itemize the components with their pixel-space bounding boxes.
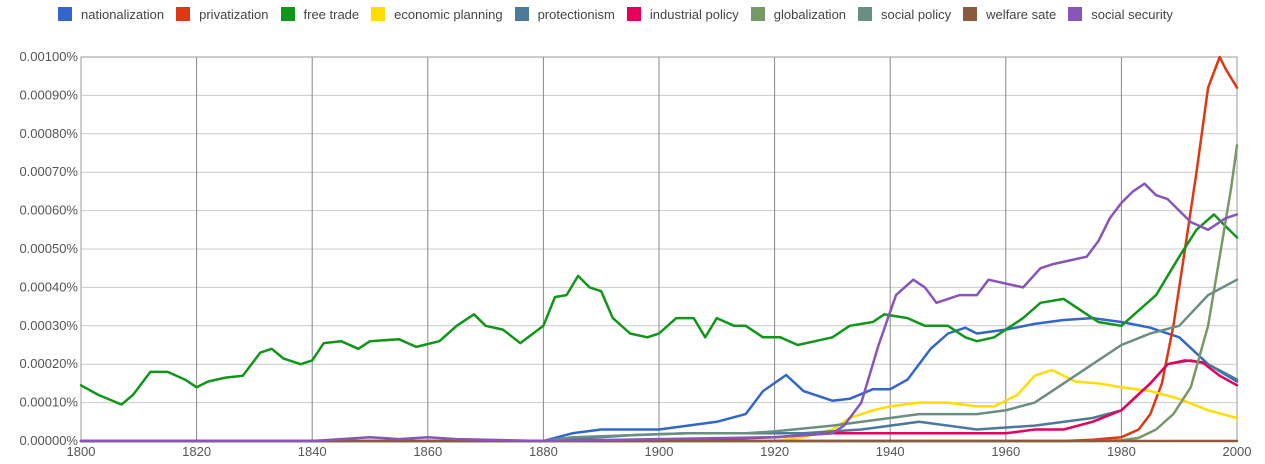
legend-swatch (514, 7, 529, 21)
legend-item: social policy (858, 4, 951, 24)
legend-item: protectionism (514, 4, 615, 24)
legend-swatch (858, 7, 873, 21)
x-tick-label: 1940 (876, 444, 905, 459)
series-line-nationalization (79, 316, 1239, 443)
legend-label: social security (1091, 6, 1173, 22)
x-tick-label: 1960 (991, 444, 1020, 459)
legend-item: industrial policy (626, 4, 739, 24)
legend-swatch (371, 7, 386, 21)
y-tick-label: 0.00060% (19, 203, 78, 218)
y-tick-label: 0.00100% (19, 49, 78, 64)
legend-swatch (963, 7, 978, 21)
legend-label: industrial policy (649, 6, 739, 22)
legend-label: globalization (773, 6, 847, 22)
legend-label: protectionism (537, 6, 615, 22)
series-line-privatization (79, 55, 1239, 443)
x-tick-label: 1920 (760, 444, 789, 459)
x-tick-label: 2000 (1223, 444, 1252, 459)
legend-item: nationalization (58, 4, 164, 24)
x-tick-label: 1860 (413, 444, 442, 459)
y-tick-label: 0.00070% (19, 164, 78, 179)
y-tick-label: 0.00040% (19, 279, 78, 294)
series-line-social-security (79, 182, 1239, 443)
legend-item: welfare sate (963, 4, 1056, 24)
x-tick-label: 1800 (67, 444, 96, 459)
legend-swatch (280, 7, 295, 21)
x-tick-label: 1820 (182, 444, 211, 459)
legend-label: free trade (303, 6, 360, 22)
legend-label: nationalization (81, 6, 165, 22)
legend-item: globalization (750, 4, 847, 24)
y-tick-label: 0.00010% (19, 395, 78, 410)
series-line-free-trade (79, 213, 1239, 406)
y-tick-label: 0.00030% (19, 318, 78, 333)
legend-item: privatization (176, 4, 269, 24)
y-tick-label: 0.00000% (19, 433, 78, 448)
legend-swatch (1068, 7, 1083, 21)
chart-legend: nationalization privatization free trade ec… (58, 4, 1258, 28)
legend-label: economic planning (394, 6, 503, 22)
legend-label: social policy (881, 6, 952, 22)
x-tick-label: 1880 (529, 444, 558, 459)
y-tick-label: 0.00080% (19, 126, 78, 141)
y-tick-label: 0.00020% (19, 356, 78, 371)
y-tick-label: 0.00090% (19, 87, 78, 102)
legend-item: social security (1068, 4, 1173, 24)
legend-label: welfare sate (986, 6, 1057, 22)
legend-swatch (750, 7, 765, 21)
legend-label: privatization (199, 6, 269, 22)
legend-item: free trade (280, 4, 360, 24)
series-line-social-policy (79, 278, 1239, 443)
y-tick-label: 0.00050% (19, 241, 78, 256)
legend-swatch (176, 7, 191, 21)
x-tick-label: 1840 (298, 444, 327, 459)
x-tick-label: 1900 (645, 444, 674, 459)
legend-swatch (58, 7, 72, 21)
legend-item: economic planning (371, 4, 503, 24)
x-tick-label: 1980 (1107, 444, 1136, 459)
legend-swatch (626, 7, 641, 21)
